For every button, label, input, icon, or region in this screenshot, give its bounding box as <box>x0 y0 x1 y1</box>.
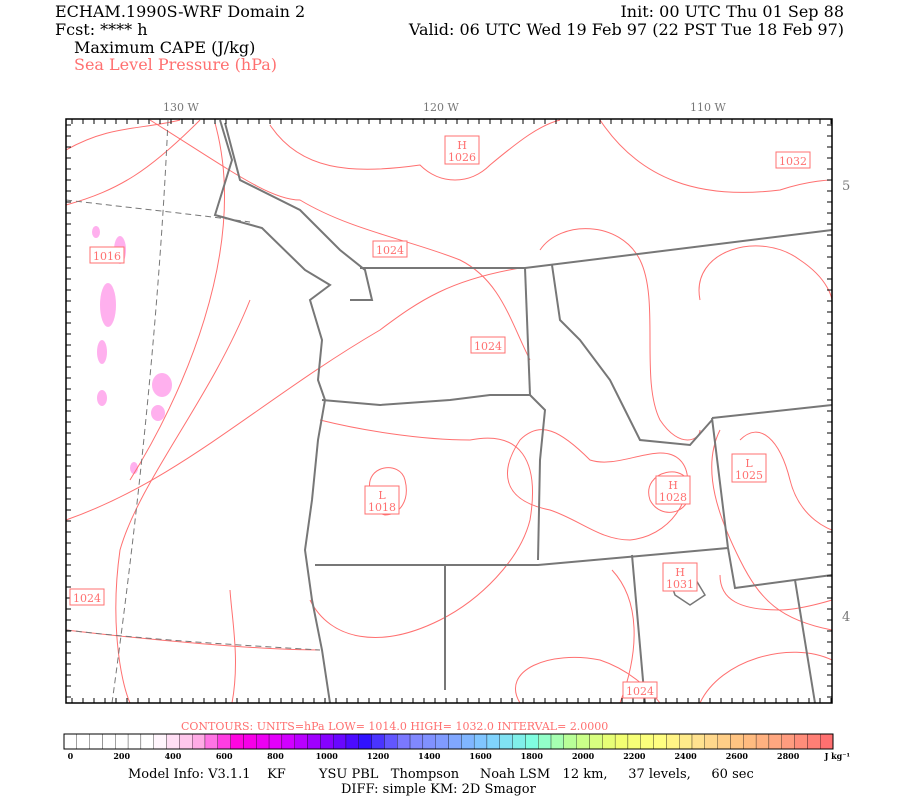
diff-info: DIFF: simple KM: 2D Smagor <box>341 782 536 797</box>
colorbar-units: J kg⁻¹ <box>824 751 850 761</box>
slp-contour <box>739 431 833 531</box>
pressure-label-box <box>662 562 698 592</box>
colorado-border <box>794 579 816 704</box>
slp-contour <box>711 429 833 631</box>
pressure-label: 1024 <box>69 588 105 606</box>
pressure-label-text: 1024 <box>376 244 404 257</box>
cape-area <box>97 340 107 364</box>
slp-contour <box>65 267 521 521</box>
parallel-50n <box>65 199 251 223</box>
cape-area <box>152 373 172 397</box>
pressure-label-text: 1024 <box>73 592 101 605</box>
pressure-label-box <box>775 151 811 169</box>
utah-border <box>631 554 646 704</box>
slp-contour <box>269 119 561 181</box>
lon-label-120w: 120 W <box>423 101 459 114</box>
model-info: Model Info: V3.1.1 KF YSU PBL Thompson N… <box>128 767 754 782</box>
slp-contour <box>149 119 531 361</box>
valid-time: Valid: 06 UTC Wed 19 Feb 97 (22 PST Tue … <box>408 20 844 39</box>
slp-contour <box>229 589 236 704</box>
washington-oregon-border <box>321 394 530 407</box>
pressure-label-text: 1024 <box>474 340 502 353</box>
wyoming-west <box>711 417 833 590</box>
lon-label-110w: 110 W <box>690 101 726 114</box>
pressure-label-box <box>622 681 658 699</box>
political-borders <box>213 119 833 704</box>
pressure-label-text: 1031 <box>666 578 694 591</box>
lat-lon-grid <box>65 119 321 704</box>
pressure-label-text: 1025 <box>735 469 763 482</box>
slp-contour <box>599 119 833 193</box>
pressure-label-box <box>364 485 400 515</box>
cape-area <box>100 283 116 327</box>
vancouver-island <box>224 122 374 301</box>
field-cape-title: Maximum CAPE (J/kg) <box>74 38 256 57</box>
slp-contour <box>115 299 251 704</box>
pressure-label-box <box>470 336 506 354</box>
slp-contours <box>65 119 833 704</box>
lat-label-40n: 4 <box>842 610 851 625</box>
slp-contour <box>719 574 833 611</box>
pressure-label-text: H <box>668 479 678 492</box>
pressure-label-text: 1032 <box>779 155 807 168</box>
slp-contour <box>65 119 181 151</box>
canada-us-border <box>360 229 833 269</box>
slp-contour <box>65 119 201 206</box>
pressure-label-text: L <box>378 489 386 502</box>
pressure-label-text: H <box>675 566 685 579</box>
pressure-label-text: 1024 <box>626 685 654 698</box>
model-title: ECHAM.1990S-WRF Domain 2 <box>55 2 306 21</box>
frame-ticks <box>66 119 832 703</box>
pressure-label: 1024 <box>622 681 658 699</box>
pressure-label: 1024 <box>372 240 408 258</box>
cape-area <box>97 390 107 406</box>
slp-contour <box>507 429 689 541</box>
oregon-south-border <box>315 547 729 566</box>
slp-contour <box>129 122 225 481</box>
forecast-hour: Fcst: **** h <box>55 20 148 39</box>
pressure-label: 1016 <box>89 246 125 264</box>
pressure-label-box <box>89 246 125 264</box>
pressure-label-box <box>444 135 480 165</box>
slp-contour <box>539 228 701 441</box>
lat-label-50n: 5 <box>842 179 851 194</box>
pressure-label: 1024 <box>470 336 506 354</box>
slp-contour <box>699 651 833 704</box>
slp-contour <box>309 419 533 638</box>
pressure-label-text: H <box>457 139 467 152</box>
pressure-label-text: L <box>745 457 753 470</box>
pressure-label-text: 1026 <box>448 151 476 164</box>
parallel-40n <box>65 629 321 651</box>
pressure-label-box <box>655 475 691 505</box>
pressure-label-box <box>372 240 408 258</box>
cape-area <box>92 226 100 238</box>
slp-contour <box>65 629 321 651</box>
wyoming-border <box>711 404 833 419</box>
pressure-label-box <box>731 453 767 483</box>
contour-info: CONTOURS: UNITS=hPa LOW= 1014.0 HIGH= 10… <box>181 720 609 733</box>
init-time: Init: 00 UTC Thu 01 Sep 88 <box>620 2 844 21</box>
pressure-label-text: 1018 <box>368 501 396 514</box>
idaho-border <box>551 264 713 447</box>
oregon-idaho-border <box>529 394 547 561</box>
meridian-130w <box>111 119 169 704</box>
pressure-label: 1032 <box>775 151 811 169</box>
lon-label-130w: 130 W <box>163 101 199 114</box>
slp-contour <box>698 245 833 301</box>
washington-idaho-border <box>524 267 531 396</box>
field-slp-title: Sea Level Pressure (hPa) <box>74 55 278 74</box>
pressure-label-box <box>69 588 105 606</box>
pressure-label-text: 1016 <box>93 250 121 263</box>
pressure-label-text: 1028 <box>659 491 687 504</box>
coastline <box>213 119 332 704</box>
cape-area <box>151 405 165 421</box>
